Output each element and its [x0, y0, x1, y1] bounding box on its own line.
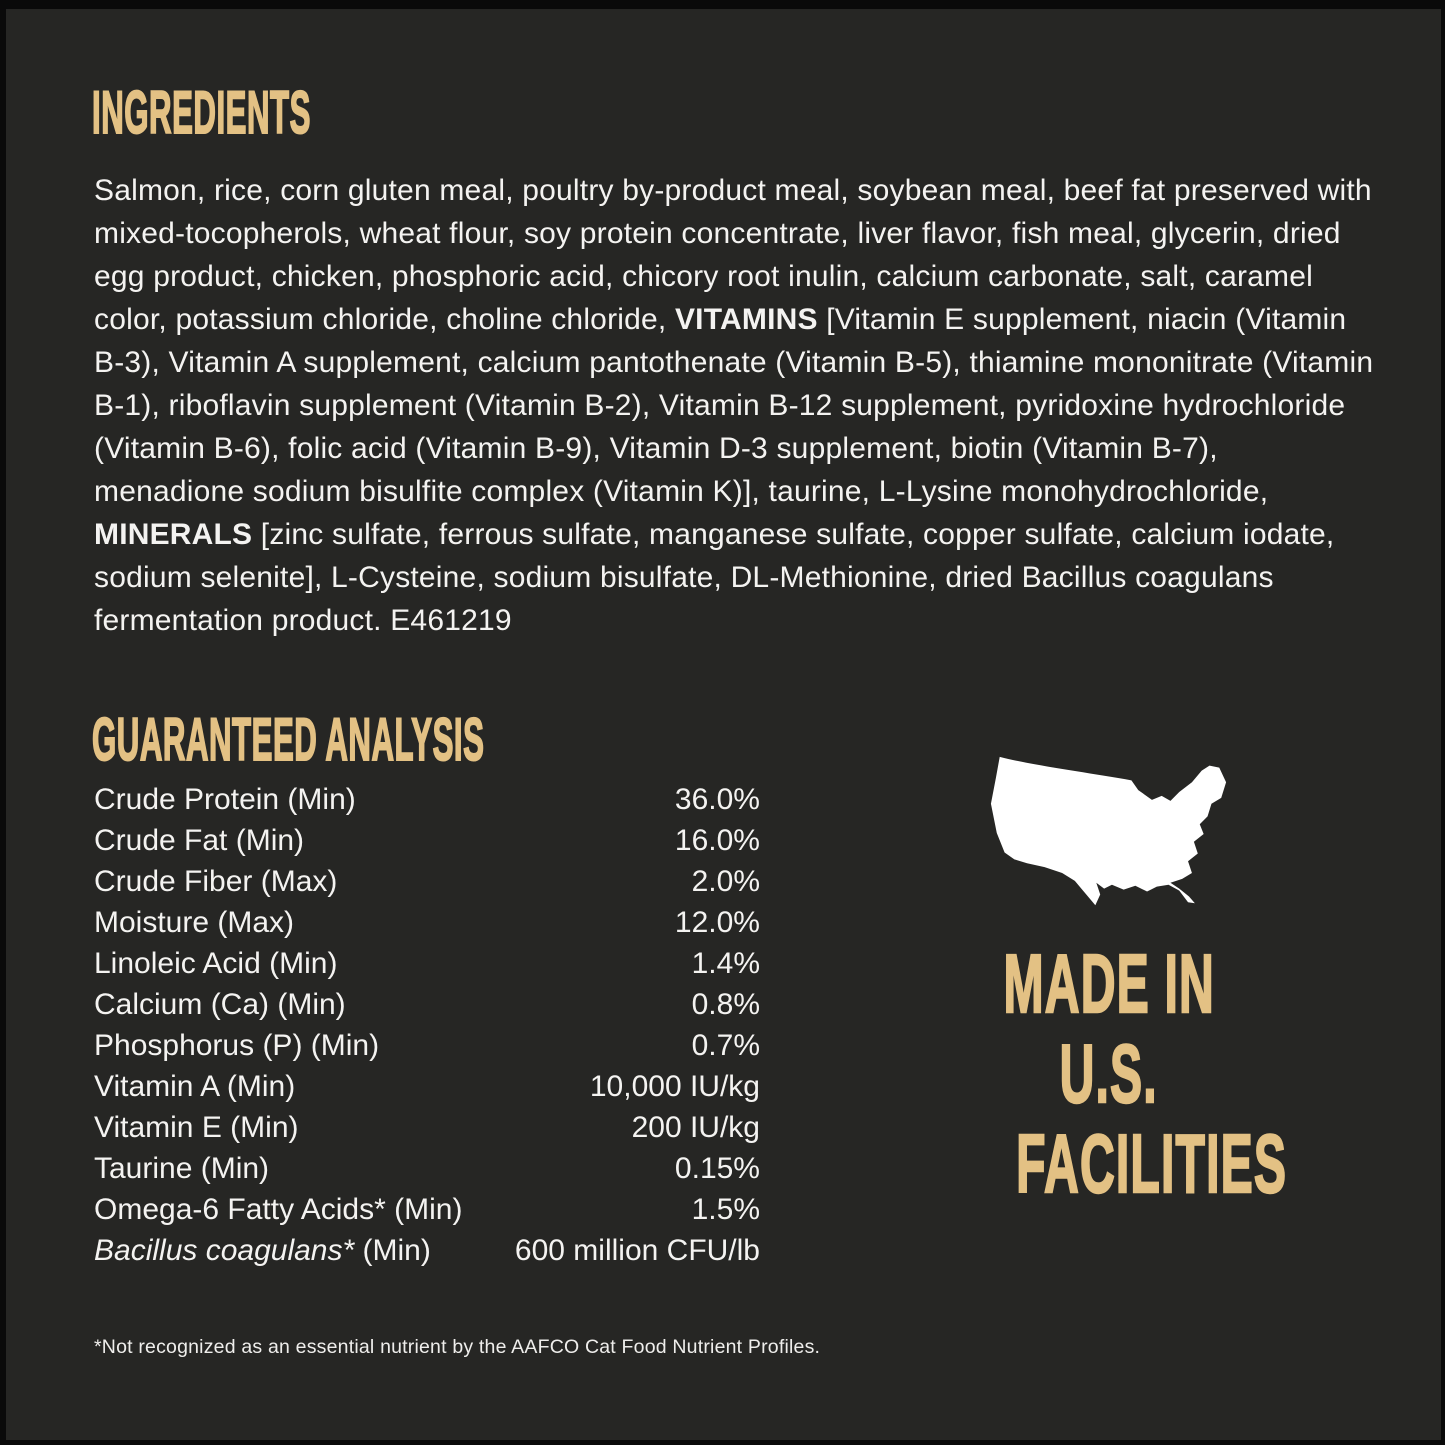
- nutrient-label: Taurine (Min): [94, 1152, 270, 1185]
- nutrient-value: 10,000 IU/kg: [589, 1070, 760, 1103]
- bacillus-coagulans-italic: Bacillus coagulans*: [94, 1234, 355, 1267]
- nutrient-value: 0.15%: [674, 1152, 760, 1185]
- nutrient-label: Vitamin A (Min): [94, 1070, 296, 1103]
- made-in-us-text: MADE IN U.S. FACILITIES: [918, 937, 1300, 1210]
- table-row: Crude Fiber (Max) 2.0%: [94, 861, 760, 902]
- nutrient-label: Moisture (Max): [94, 906, 295, 939]
- nutrient-label: Calcium (Ca) (Min): [94, 988, 346, 1021]
- usa-map-icon: [990, 756, 1227, 906]
- made-in-line1-text: MADE IN: [1003, 937, 1215, 1030]
- table-row: Moisture (Max) 12.0%: [94, 902, 760, 943]
- minerals-keyword: MINERALS: [94, 518, 253, 551]
- nutrient-value: 1.4%: [691, 947, 760, 980]
- aafco-footnote: *Not recognized as an essential nutrient…: [94, 1336, 821, 1358]
- nutrient-value: 200 IU/kg: [631, 1111, 760, 1144]
- nutrient-value: 2.0%: [691, 865, 760, 898]
- label-panel: INGREDIENTS Salmon, rice, corn gluten me…: [6, 9, 1441, 1440]
- nutrient-label: Omega-6 Fatty Acids* (Min): [94, 1193, 463, 1226]
- nutrient-value: 0.8%: [691, 988, 760, 1021]
- table-row: Bacillus coagulans* (Min) 600 million CF…: [94, 1230, 760, 1271]
- ingredients-section-heading: INGREDIENTS: [91, 79, 513, 146]
- nutrient-label: Phosphorus (P) (Min): [94, 1029, 380, 1062]
- table-row: Crude Protein (Min) 36.0%: [94, 779, 760, 820]
- nutrient-label: Linoleic Acid (Min): [94, 947, 338, 980]
- nutrient-label: Bacillus coagulans* (Min): [94, 1230, 431, 1271]
- made-in-line3-text: FACILITIES: [1015, 1117, 1288, 1210]
- table-row: Linoleic Acid (Min) 1.4%: [94, 943, 760, 984]
- nutrient-value: 12.0%: [674, 906, 760, 939]
- made-in-line: MADE IN: [918, 937, 1300, 1030]
- guaranteed-analysis-table: Crude Protein (Min) 36.0% Crude Fat (Min…: [94, 779, 760, 1271]
- ingredients-heading-text: INGREDIENTS: [91, 79, 311, 146]
- nutrient-value: 36.0%: [674, 783, 760, 816]
- made-in-us-block: MADE IN U.S. FACILITIES: [918, 753, 1300, 1210]
- nutrient-value: 0.7%: [691, 1029, 760, 1062]
- made-in-line: FACILITIES: [918, 1117, 1300, 1210]
- table-row: Vitamin E (Min) 200 IU/kg: [94, 1107, 760, 1148]
- nutrient-label: Vitamin E (Min): [94, 1111, 299, 1144]
- nutrient-label: Crude Protein (Min): [94, 783, 356, 816]
- table-row: Vitamin A (Min) 10,000 IU/kg: [94, 1066, 760, 1107]
- table-row: Calcium (Ca) (Min) 0.8%: [94, 984, 760, 1025]
- nutrient-label-suffix: (Min): [354, 1234, 431, 1267]
- table-row: Omega-6 Fatty Acids* (Min) 1.5%: [94, 1189, 760, 1230]
- ingredients-segment: [Vitamin E supplement, niacin (Vitamin B…: [94, 303, 1374, 508]
- table-row: Phosphorus (P) (Min) 0.7%: [94, 1025, 760, 1066]
- ingredients-paragraph: Salmon, rice, corn gluten meal, poultry …: [94, 169, 1374, 642]
- nutrient-value: 600 million CFU/lb: [514, 1234, 760, 1267]
- ingredients-segment: [zinc sulfate, ferrous sulfate, manganes…: [94, 518, 1335, 637]
- guaranteed-analysis-section-heading: GUARANTEED ANALYSIS: [91, 706, 847, 773]
- nutrient-label: Crude Fat (Min): [94, 824, 305, 857]
- vitamins-keyword: VITAMINS: [674, 303, 818, 336]
- made-in-line: U.S.: [918, 1027, 1300, 1120]
- made-in-line2-text: U.S.: [1059, 1027, 1159, 1120]
- nutrient-value: 16.0%: [674, 824, 760, 857]
- nutrient-label: Crude Fiber (Max): [94, 865, 338, 898]
- nutrient-value: 1.5%: [691, 1193, 760, 1226]
- guaranteed-analysis-heading-text: GUARANTEED ANALYSIS: [91, 706, 485, 773]
- table-row: Taurine (Min) 0.15%: [94, 1148, 760, 1189]
- ingredients-segment: Salmon, rice, corn gluten meal, poultry …: [94, 174, 1372, 336]
- table-row: Crude Fat (Min) 16.0%: [94, 820, 760, 861]
